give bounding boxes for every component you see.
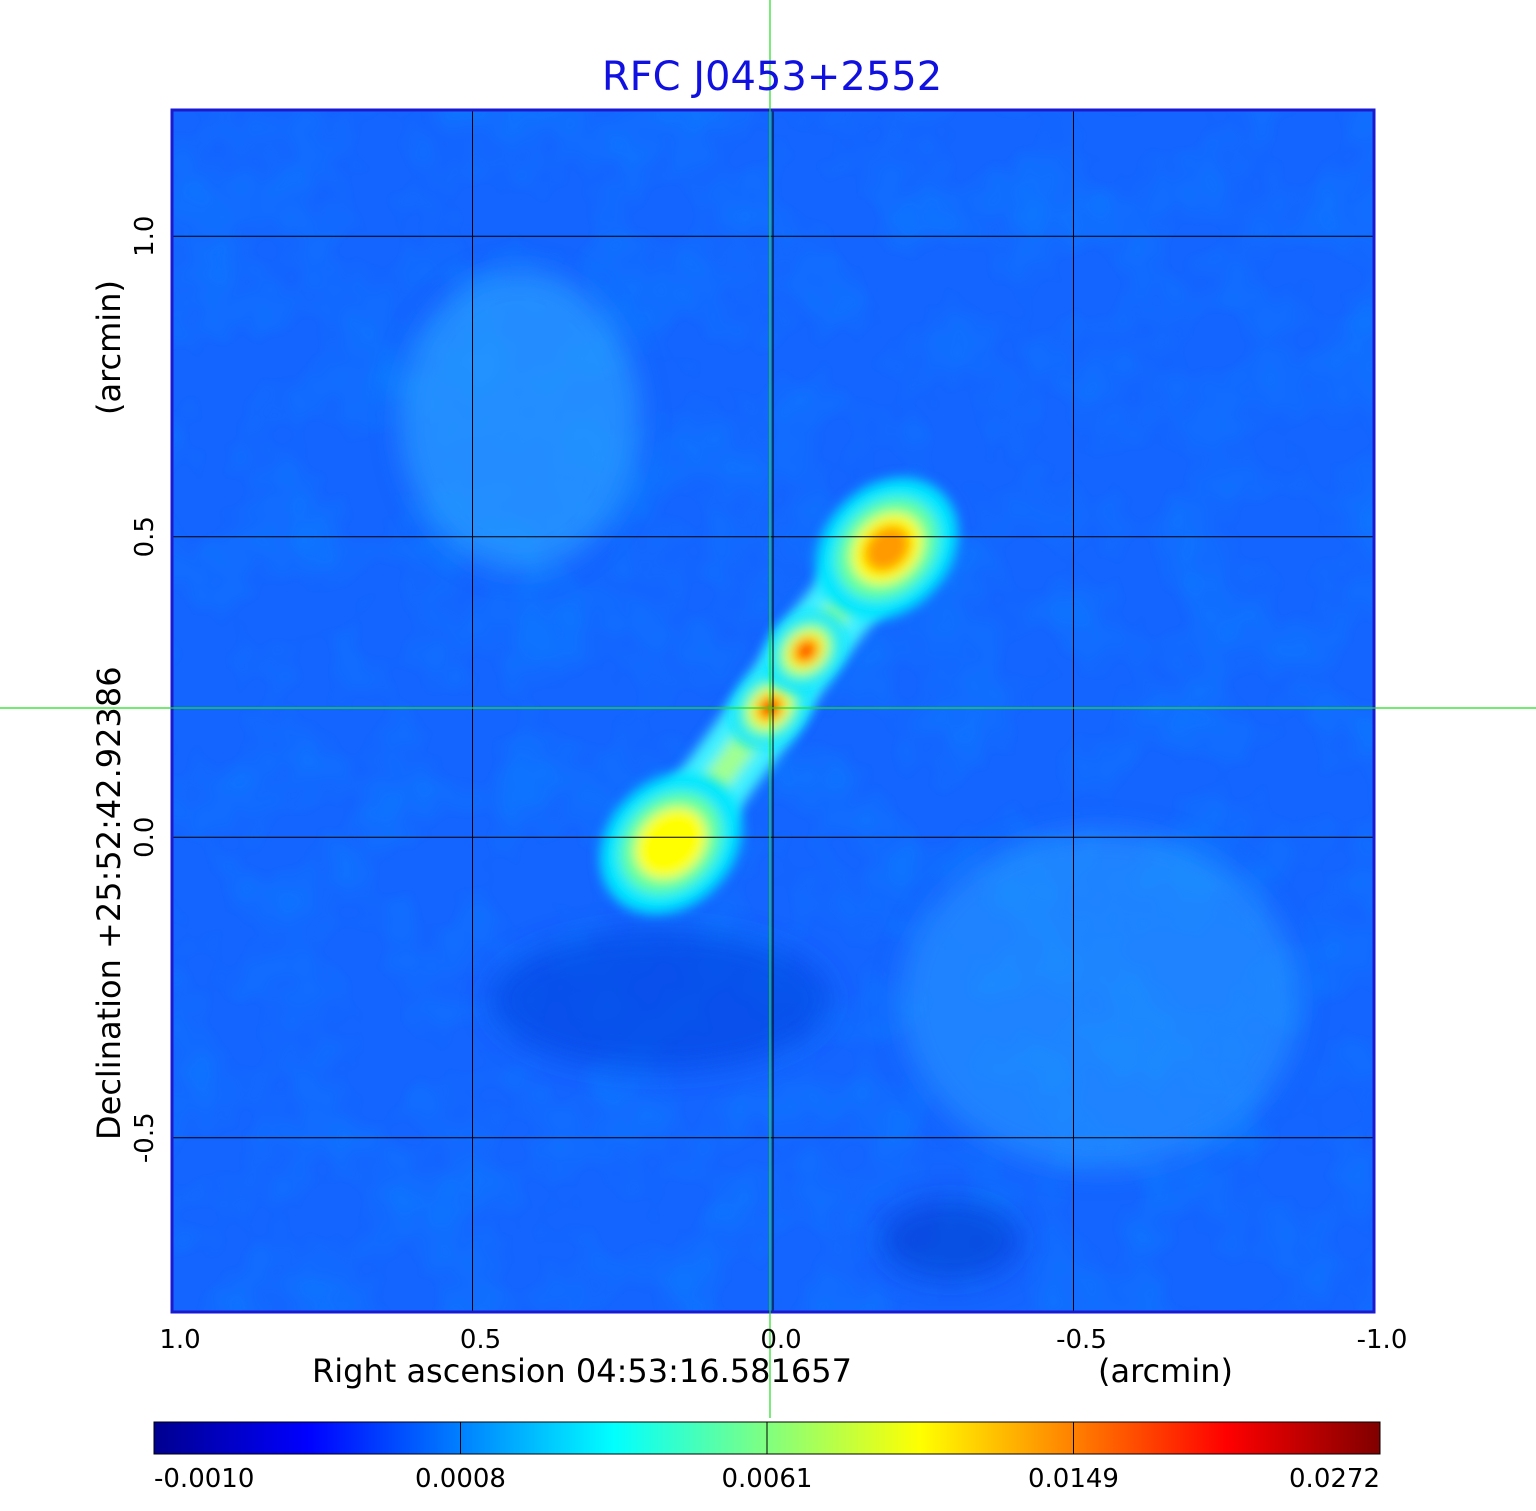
- x-axis-unit: (arcmin): [1098, 1352, 1233, 1390]
- colorbar-ticks: -0.0010 0.0008 0.0061 0.0149 0.0272: [154, 1422, 1380, 1494]
- image-panel: [172, 110, 1374, 1312]
- component-se-lobe: [600, 772, 742, 914]
- colorbar-tick-label: 0.0061: [722, 1464, 813, 1494]
- y-tick-label: 0.0: [130, 817, 160, 858]
- x-tick-label: 0.5: [460, 1325, 501, 1355]
- component-contour: [635, 807, 707, 879]
- component-contour: [797, 642, 815, 660]
- y-tick-label: -0.5: [130, 1112, 160, 1163]
- y-axis-unit: (arcmin): [90, 280, 128, 415]
- chart-title: RFC J0453+2552: [602, 54, 942, 100]
- crosshair: [0, 0, 1536, 1418]
- component-jet-knot: [765, 610, 847, 692]
- x-tick-label: 1.0: [159, 1325, 200, 1355]
- x-axis-ticks: 1.0 0.5 0.0 -0.5 -1.0: [159, 1325, 1407, 1355]
- x-tick-label: -1.0: [1357, 1325, 1408, 1355]
- x-tick-label: -0.5: [1056, 1325, 1107, 1355]
- colorbar-tick-label: 0.0149: [1028, 1464, 1119, 1494]
- grid: [172, 110, 1374, 1312]
- y-tick-label: 0.5: [130, 516, 160, 557]
- colorbar-tick-label: 0.0008: [415, 1464, 506, 1494]
- diffuse-emission: [400, 270, 1300, 1280]
- colorbar: -0.0010 0.0008 0.0061 0.0149 0.0272: [153, 1421, 1381, 1494]
- x-axis-label: Right ascension 04:53:16.581657: [312, 1352, 852, 1390]
- x-tick-label: 0.0: [760, 1325, 801, 1355]
- colorbar-tick-label: 0.0272: [1289, 1464, 1380, 1494]
- plot-frame: [170, 108, 1376, 1314]
- y-tick-label: 1.0: [130, 216, 160, 257]
- y-axis-label: Declination +25:52:42.92386: [90, 666, 128, 1140]
- y-axis-ticks: 1.0 0.5 0.0 -0.5: [130, 216, 160, 1164]
- colorbar-tick-label: -0.0010: [154, 1464, 254, 1494]
